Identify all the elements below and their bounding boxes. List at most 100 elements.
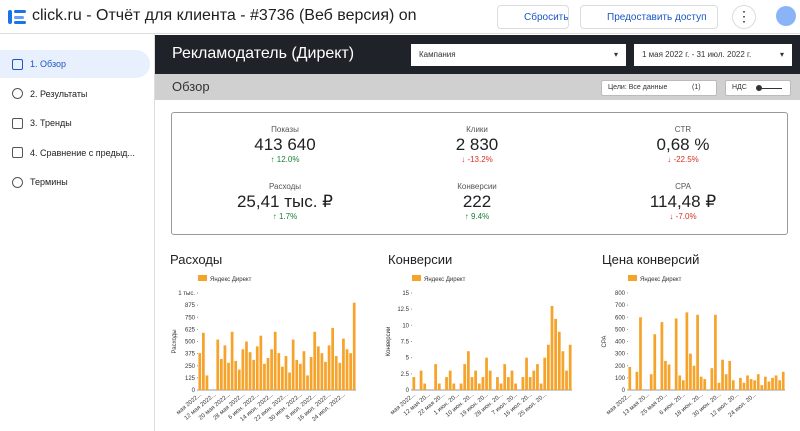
bar <box>298 363 302 390</box>
bar <box>667 364 671 390</box>
y-tick-label: 0 <box>192 388 196 394</box>
bar <box>223 345 227 390</box>
bar <box>499 383 503 390</box>
bar <box>295 359 299 390</box>
bar <box>685 312 689 390</box>
nav-item[interactable]: Термины <box>0 168 150 196</box>
bar <box>760 385 764 390</box>
kpi-change: ↓ -7.0% <box>583 212 783 221</box>
trend-arrow: ↓ <box>461 155 468 164</box>
reset-button[interactable]: Сбросить <box>497 5 569 29</box>
bar <box>746 375 749 390</box>
y-tick-label: 10 <box>402 323 409 329</box>
kpi-label: Клики <box>466 125 488 134</box>
bar <box>463 364 467 390</box>
button-label: Предоставить доступ <box>607 11 707 23</box>
bar <box>234 360 238 390</box>
y-tick-label: 0 <box>622 388 626 394</box>
y-tick-label: 625 <box>185 327 196 333</box>
share-button[interactable]: Предоставить доступ <box>580 5 718 29</box>
nav-item[interactable]: 2. Результаты <box>0 80 150 108</box>
bar <box>678 375 682 390</box>
bar <box>338 362 342 390</box>
legend-label: Яндекс Директ <box>640 277 682 283</box>
bar <box>291 339 295 390</box>
avatar[interactable] <box>776 6 796 26</box>
bar <box>721 359 724 390</box>
y-tick-label: 200 <box>615 364 626 370</box>
nav-item[interactable]: 4. Сравнение с предыд... <box>0 139 150 167</box>
bar <box>281 366 284 390</box>
bar <box>263 363 266 390</box>
bar <box>313 331 317 390</box>
legend-swatch <box>412 275 421 281</box>
bar <box>342 338 345 390</box>
chart-title: Расходы <box>170 252 222 267</box>
bar <box>525 357 528 390</box>
vat-toggle[interactable]: НДС <box>725 80 791 96</box>
top-bar: click.ru - Отчёт для клиента - #3736 (Ве… <box>0 0 800 34</box>
bar <box>255 346 259 390</box>
bar <box>412 377 416 390</box>
bar <box>649 374 653 390</box>
y-tick-label: 250 <box>185 364 196 370</box>
bar <box>664 360 667 390</box>
bar <box>714 314 717 390</box>
nav-icon <box>12 117 23 129</box>
y-tick-label: 125 <box>185 376 196 382</box>
bar <box>466 351 470 390</box>
bar <box>205 375 209 390</box>
nav-item[interactable]: 3. Тренды <box>0 109 150 137</box>
nav-icon <box>12 147 23 158</box>
bar <box>554 318 558 390</box>
bar <box>753 380 757 390</box>
trend-arrow: ↑ <box>464 212 471 221</box>
bar <box>216 339 220 390</box>
goal-filter[interactable]: Цели: Все данные (1) <box>601 80 717 96</box>
menu-button[interactable]: ⋮ <box>732 5 756 29</box>
trend-arrow: ↑ <box>270 155 277 164</box>
kpi-change: ↑ 1.7% <box>185 212 385 221</box>
bar <box>543 357 547 390</box>
bar <box>352 302 356 390</box>
trend-arrow: ↓ <box>669 212 676 221</box>
bar <box>506 377 510 390</box>
bar <box>198 353 202 390</box>
bar <box>756 374 760 390</box>
kpi-value: 222 <box>462 192 492 211</box>
kpi-change-value: -22.5% <box>673 155 699 164</box>
y-tick-label: 875 <box>185 303 196 309</box>
kpi-value: 25,41 тыс. ₽ <box>236 192 334 211</box>
logo <box>8 10 26 24</box>
bar <box>778 380 782 390</box>
button-label: Сбросить <box>524 11 569 23</box>
bar <box>349 353 352 390</box>
bar <box>481 377 485 390</box>
bar <box>510 370 514 390</box>
campaign-filter[interactable]: Кампания ▾ <box>411 44 626 66</box>
kpi-label: Расходы <box>268 182 302 191</box>
bar <box>728 360 732 390</box>
bar <box>345 349 349 390</box>
bar <box>660 322 664 390</box>
bar <box>288 372 291 390</box>
y-axis-title: Конверсии <box>386 327 392 357</box>
bar <box>496 377 499 390</box>
bar <box>731 380 735 390</box>
nav-item[interactable]: 1. Обзор <box>0 50 150 78</box>
y-tick-label: 2.5 <box>401 372 410 378</box>
bar <box>334 356 338 390</box>
y-tick-label: 500 <box>185 340 196 346</box>
date-filter[interactable]: 1 мая 2022 г. - 31 июл. 2022 г. ▾ <box>634 44 792 66</box>
bar <box>266 357 270 390</box>
bar <box>324 361 327 390</box>
y-tick-label: 600 <box>615 315 626 321</box>
nav-icon <box>12 88 23 99</box>
bar <box>284 356 288 390</box>
bar <box>448 370 452 390</box>
sidebar: 1. Обзор 2. Результаты 3. Тренды 4. Сравнен… <box>0 34 155 431</box>
bar <box>528 377 532 390</box>
chart-title: Конверсии <box>388 252 452 267</box>
